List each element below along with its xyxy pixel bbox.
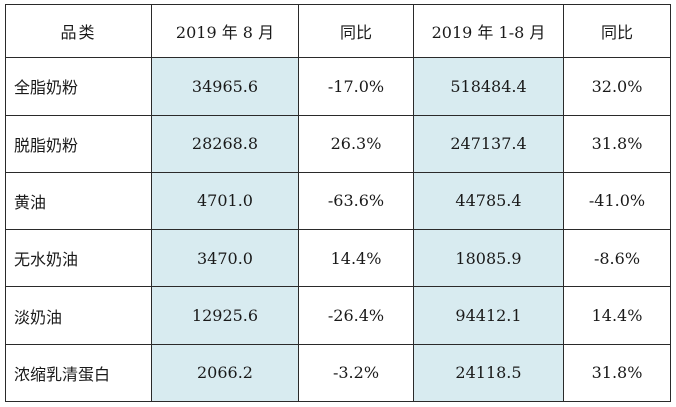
table-row: 脱脂奶粉 28268.8 26.3% 247137.4 31.8% [5,114,671,173]
aug-yoy-cell: -3.2% [298,343,414,403]
category-cell: 无水奶油 [5,229,152,288]
aug-yoy-cell: 26.3% [298,114,414,173]
ytd-value-cell: 518484.4 [413,57,564,116]
ytd-value-cell: 24118.5 [413,343,564,403]
header-jan-aug-yoy: 同比 [563,3,671,59]
header-aug-2019: 2019 年 8 月 [151,3,299,59]
header-category: 品类 [5,3,152,59]
category-cell: 全脂奶粉 [5,57,152,116]
ytd-yoy-cell: 32.0% [563,57,671,116]
table-row: 淡奶油 12925.6 -26.4% 94412.1 14.4% [5,286,671,345]
aug-yoy-cell: -63.6% [298,171,414,231]
category-cell: 黄油 [5,171,152,231]
aug-yoy-cell: -26.4% [298,286,414,345]
table-row: 无水奶油 3470.0 14.4% 18085.9 -8.6% [5,229,671,288]
ytd-yoy-cell: -41.0% [563,171,671,231]
dairy-import-table: 品类 2019 年 8 月 同比 2019 年 1-8 月 同比 全脂奶粉 34… [5,3,671,403]
category-cell: 浓缩乳清蛋白 [5,343,152,403]
table-row: 黄油 4701.0 -63.6% 44785.4 -41.0% [5,171,671,231]
ytd-yoy-cell: 31.8% [563,114,671,173]
aug-yoy-cell: -17.0% [298,57,414,116]
ytd-value-cell: 44785.4 [413,171,564,231]
ytd-value-cell: 247137.4 [413,114,564,173]
ytd-value-cell: 94412.1 [413,286,564,345]
ytd-value-cell: 18085.9 [413,229,564,288]
aug-value-cell: 28268.8 [151,114,299,173]
aug-value-cell: 3470.0 [151,229,299,288]
ytd-yoy-cell: -8.6% [563,229,671,288]
category-cell: 脱脂奶粉 [5,114,152,173]
aug-value-cell: 12925.6 [151,286,299,345]
header-jan-aug-2019: 2019 年 1-8 月 [413,3,564,59]
ytd-yoy-cell: 31.8% [563,343,671,403]
table-row: 全脂奶粉 34965.6 -17.0% 518484.4 32.0% [5,57,671,116]
aug-value-cell: 4701.0 [151,171,299,231]
table-header-row: 品类 2019 年 8 月 同比 2019 年 1-8 月 同比 [5,3,671,59]
ytd-yoy-cell: 14.4% [563,286,671,345]
aug-yoy-cell: 14.4% [298,229,414,288]
aug-value-cell: 2066.2 [151,343,299,403]
category-cell: 淡奶油 [5,286,152,345]
aug-value-cell: 34965.6 [151,57,299,116]
header-aug-yoy: 同比 [298,3,414,59]
table-row: 浓缩乳清蛋白 2066.2 -3.2% 24118.5 31.8% [5,343,671,403]
